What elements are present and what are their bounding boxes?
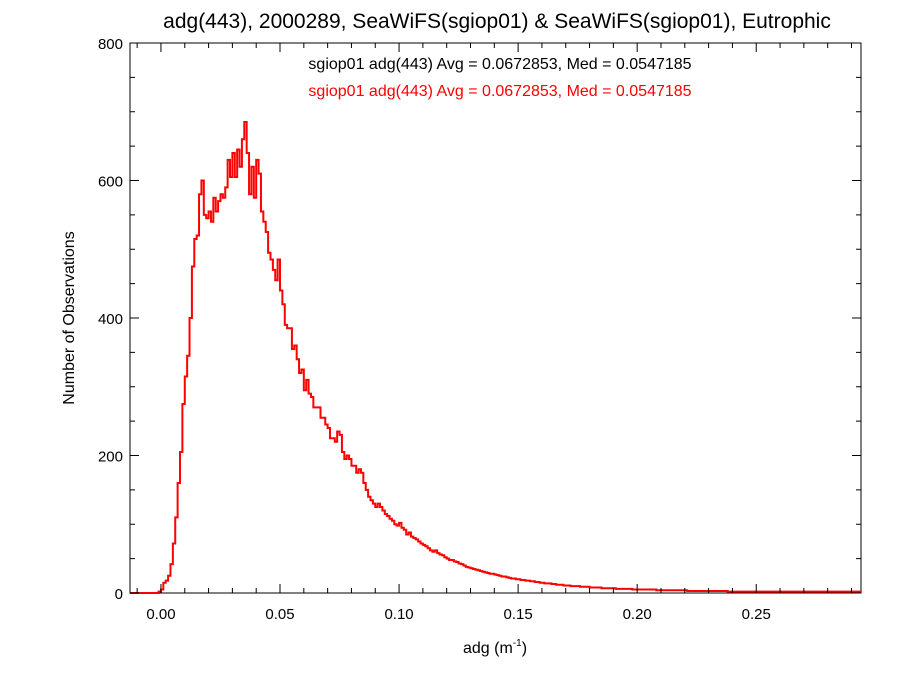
y-axis-ticks: 0 200 400 600 800 <box>98 36 861 603</box>
histogram-series-line <box>130 121 861 594</box>
x-axis-label: adg (m-1) <box>463 638 527 657</box>
x-tick-label: 0.15 <box>504 606 533 623</box>
annotation-red: sgiop01 adg(443) Avg = 0.0672853, Med = … <box>308 83 691 100</box>
x-axis-label-suffix: ) <box>522 640 527 657</box>
histogram-layer <box>130 121 861 594</box>
y-tick-label: 400 <box>98 311 123 328</box>
y-axis-label: Number of Observations <box>61 231 78 404</box>
x-tick-label: 0.10 <box>384 606 413 623</box>
y-tick-label: 0 <box>115 586 123 603</box>
chart-title: adg(443), 2000289, SeaWiFS(sgiop01) & Se… <box>163 10 831 33</box>
annotation-black: sgiop01 adg(443) Avg = 0.0672853, Med = … <box>308 56 691 73</box>
y-tick-label: 800 <box>98 36 123 53</box>
x-tick-label: 0.05 <box>265 606 294 623</box>
x-axis-label-main: adg (m <box>463 640 513 657</box>
x-tick-label: 0.25 <box>742 606 771 623</box>
plot-area: 0.00 0.05 0.10 0.15 0.20 0.25 0 200 400 600 800 <box>98 36 862 623</box>
x-axis-label-sup: -1 <box>513 638 522 649</box>
x-tick-label: 0.20 <box>623 606 652 623</box>
x-tick-label: 0.00 <box>146 606 175 623</box>
y-tick-label: 600 <box>98 174 123 191</box>
plot-frame <box>129 42 862 594</box>
y-tick-label: 200 <box>98 449 123 466</box>
x-axis-ticks: 0.00 0.05 0.10 0.15 0.20 0.25 <box>136 43 852 623</box>
